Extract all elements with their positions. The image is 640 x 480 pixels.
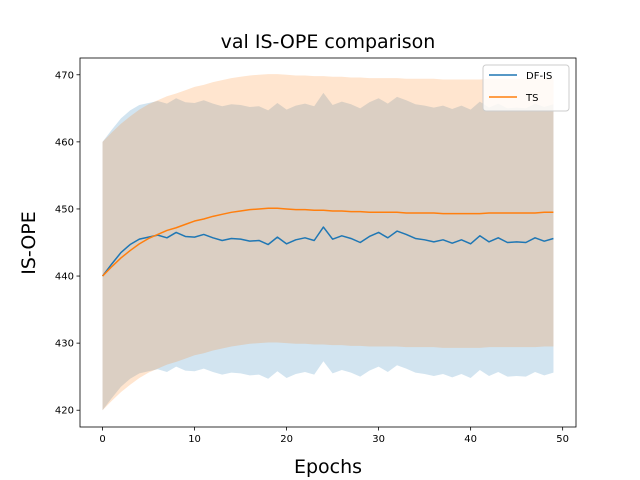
x-tick-label: 40 xyxy=(464,434,477,445)
y-tick-label: 470 xyxy=(55,70,74,81)
legend-label-ts: TS xyxy=(525,93,538,104)
legend-label-df-is: DF-IS xyxy=(526,71,552,82)
x-tick-label: 0 xyxy=(99,434,105,445)
x-axis: 0 10 20 30 40 50 xyxy=(99,427,569,445)
y-axis-label: IS-OPE xyxy=(18,211,40,274)
y-tick-label: 450 xyxy=(55,204,74,215)
series-lines xyxy=(101,207,554,277)
y-axis: 420 430 440 450 460 470 xyxy=(55,70,80,417)
plot-area xyxy=(101,74,554,411)
band-df-is xyxy=(102,92,554,411)
y-tick-label: 440 xyxy=(55,272,74,283)
x-tick-label: 30 xyxy=(372,434,385,445)
series-line-ts xyxy=(102,207,554,277)
x-axis-label: Epochs xyxy=(294,456,362,478)
y-tick-label: 430 xyxy=(55,339,74,350)
y-tick-label: 460 xyxy=(55,137,74,148)
x-tick-label: 10 xyxy=(188,434,201,445)
legend-box xyxy=(482,64,570,112)
y-tick-label: 420 xyxy=(55,406,74,417)
x-tick-label: 20 xyxy=(280,434,293,445)
series-line-df-is xyxy=(101,226,554,277)
plot-frame xyxy=(79,57,577,428)
chart-title: val IS-OPE comparison xyxy=(221,31,436,53)
x-tick-label: 50 xyxy=(556,434,569,445)
band-ts xyxy=(102,74,554,411)
legend: DF-IS TS xyxy=(482,64,570,112)
confidence-bands xyxy=(102,74,554,411)
